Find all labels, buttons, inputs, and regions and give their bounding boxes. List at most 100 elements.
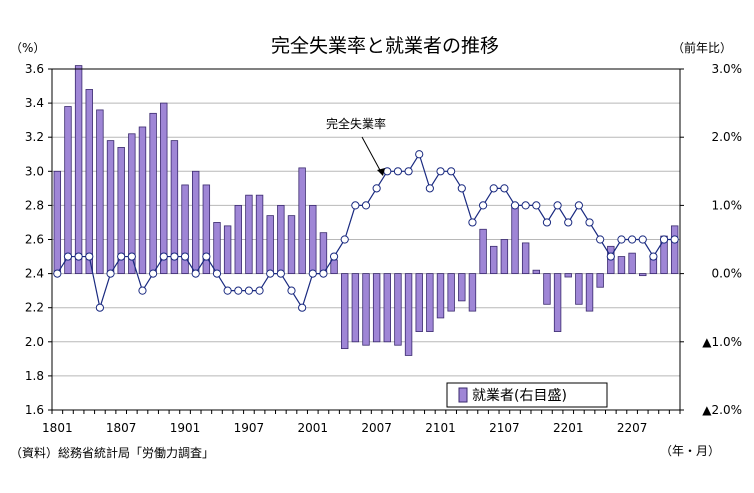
line-point	[223, 286, 232, 295]
bar	[479, 228, 487, 275]
x-tick-label: 2001	[298, 421, 329, 435]
line-point	[574, 201, 583, 210]
left-tick-label: 2.0	[25, 335, 44, 349]
x-axis-ticks: 1801 1807 1901 1907 2001 2007 2101 2107 2201 2207	[42, 410, 681, 435]
line-point	[617, 235, 626, 244]
x-axis-unit: （年・月）	[660, 444, 720, 458]
line-point	[244, 286, 254, 295]
bar	[458, 273, 466, 302]
line-annotation-label: 完全失業率	[326, 116, 386, 131]
bar	[85, 89, 93, 274]
line-point	[53, 269, 62, 278]
bar	[181, 184, 189, 275]
bar	[628, 252, 636, 274]
left-tick-label: 2.2	[25, 301, 44, 315]
line-point	[159, 252, 168, 261]
bar	[53, 170, 62, 275]
line-point	[255, 286, 264, 295]
bar	[372, 273, 381, 343]
legend-label: 就業者(右目盛)	[472, 388, 567, 404]
x-tick-label: 1907	[234, 421, 265, 435]
line-point	[638, 235, 647, 244]
line-point	[436, 167, 445, 176]
left-tick-label: 3.0	[25, 164, 44, 178]
line-point	[191, 269, 200, 278]
bar	[309, 204, 317, 274]
bar	[330, 259, 338, 274]
annotation-arrow	[361, 136, 382, 173]
left-tick-label: 1.8	[25, 369, 44, 383]
bar	[245, 194, 253, 274]
bar	[287, 215, 296, 275]
line-point	[308, 269, 317, 278]
left-tick-label: 3.4	[25, 96, 44, 110]
chart-title: 完全失業率と就業者の推移	[271, 35, 499, 57]
bar	[500, 239, 509, 274]
line-point	[659, 235, 669, 244]
bar	[575, 273, 583, 305]
line-point	[649, 252, 658, 261]
line-point	[95, 303, 104, 312]
line-point	[329, 252, 339, 261]
left-axis-ticks: 1.6 1.8 2.0 2.2 2.4 2.6 2.8 3.0 3.2 3.4 3.6	[25, 62, 52, 417]
line-point	[447, 167, 456, 176]
bar	[277, 204, 285, 274]
line-point	[606, 252, 615, 261]
bar	[138, 126, 147, 275]
line-point	[127, 252, 136, 261]
bar	[202, 184, 211, 275]
x-tick-label: 1807	[106, 421, 137, 435]
bar	[266, 215, 274, 275]
line-point	[596, 235, 605, 244]
line-point	[628, 235, 637, 244]
bar	[553, 273, 562, 332]
line-point	[170, 252, 179, 261]
bar	[96, 109, 104, 274]
bar	[213, 222, 221, 274]
bar	[617, 256, 626, 274]
source-note: （資料）総務省統計局「労働力調査」	[10, 445, 214, 460]
line-point	[117, 252, 126, 261]
bar	[383, 273, 391, 343]
bar	[64, 106, 72, 274]
line-point	[106, 269, 115, 278]
line-point	[298, 303, 307, 312]
line-point	[500, 184, 509, 193]
left-axis-unit: （%）	[10, 41, 45, 55]
legend: 就業者(右目盛)	[446, 382, 608, 408]
line-point	[319, 269, 328, 278]
bar	[532, 269, 541, 275]
left-tick-label: 2.4	[25, 267, 44, 281]
x-tick-label: 2107	[489, 421, 520, 435]
bar	[149, 112, 157, 275]
line-point	[85, 252, 94, 261]
line-point	[415, 150, 424, 159]
line-point	[489, 184, 498, 193]
bar	[351, 273, 360, 343]
bar	[223, 225, 232, 275]
left-tick-label: 3.2	[25, 130, 44, 144]
line-point	[138, 286, 147, 295]
bar	[415, 273, 423, 332]
line-point	[670, 235, 679, 244]
line-point	[212, 269, 222, 278]
legend-box	[446, 382, 608, 408]
bar	[468, 273, 477, 312]
right-tick-label: ▲1.0%	[702, 335, 742, 349]
bar	[426, 273, 434, 332]
line-point	[266, 269, 275, 278]
line-point	[404, 167, 413, 176]
line-point	[234, 286, 243, 295]
left-tick-label: 2.6	[25, 233, 44, 247]
line-point	[63, 252, 73, 261]
line-point	[361, 201, 371, 210]
bar	[639, 273, 647, 277]
x-tick-label: 2201	[553, 421, 584, 435]
bar	[394, 273, 402, 346]
line-point	[340, 235, 349, 244]
x-tick-label: 2207	[617, 421, 648, 435]
legend-swatch	[458, 387, 468, 403]
bar	[404, 273, 413, 356]
line-point	[149, 269, 158, 278]
